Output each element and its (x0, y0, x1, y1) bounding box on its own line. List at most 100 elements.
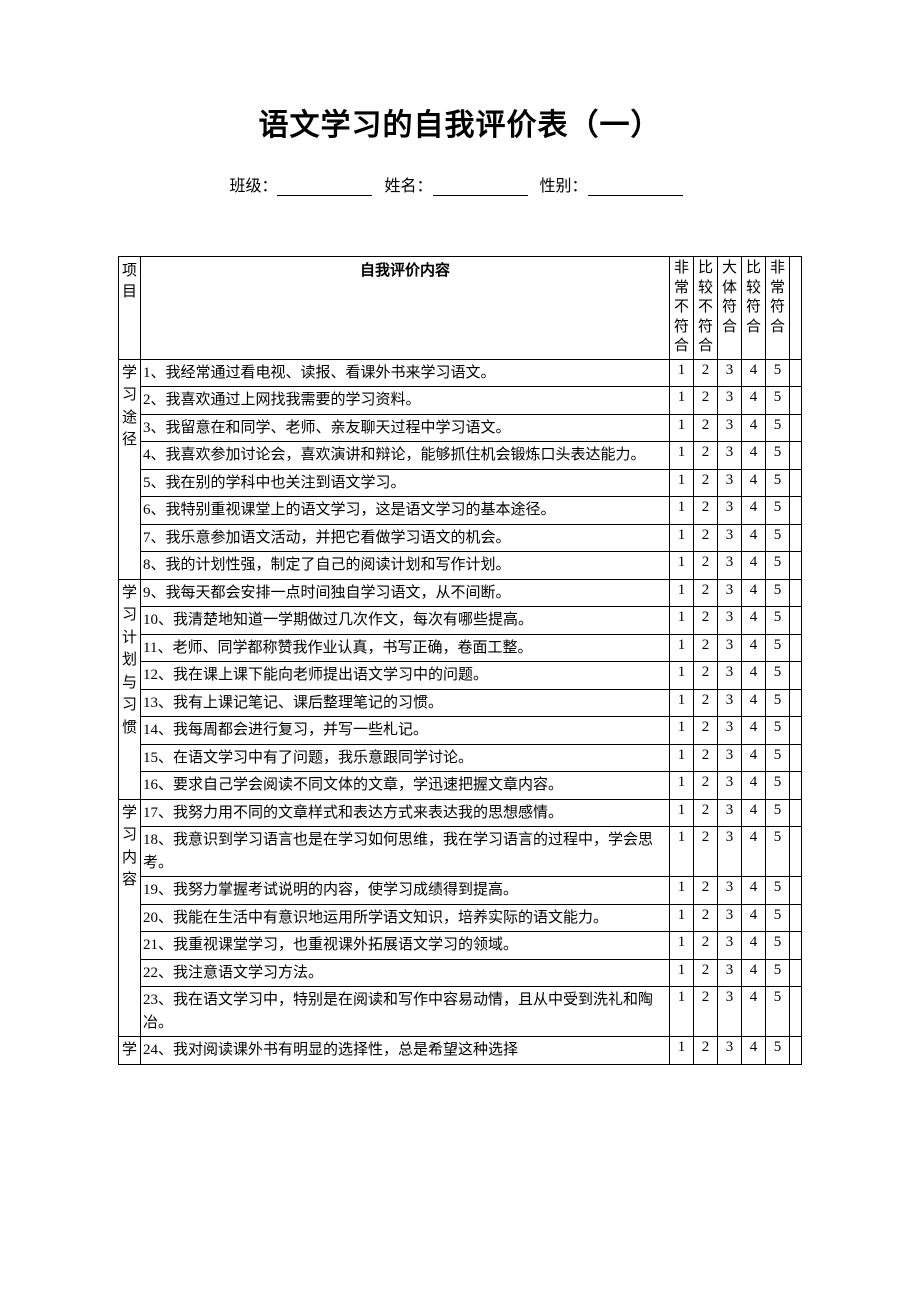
score-cell-2[interactable]: 2 (694, 524, 718, 552)
score-cell-2[interactable]: 2 (694, 689, 718, 717)
score-cell-2[interactable]: 2 (694, 359, 718, 387)
score-cell-3[interactable]: 3 (718, 524, 742, 552)
score-cell-1[interactable]: 1 (670, 579, 694, 607)
score-cell-4[interactable]: 4 (742, 932, 766, 960)
score-cell-3[interactable]: 3 (718, 744, 742, 772)
score-cell-4[interactable]: 4 (742, 987, 766, 1037)
score-cell-2[interactable]: 2 (694, 717, 718, 745)
score-cell-1[interactable]: 1 (670, 959, 694, 987)
score-cell-4[interactable]: 4 (742, 579, 766, 607)
score-cell-4[interactable]: 4 (742, 1037, 766, 1065)
score-cell-5[interactable]: 5 (766, 689, 790, 717)
score-cell-5[interactable]: 5 (766, 387, 790, 415)
score-cell-4[interactable]: 4 (742, 387, 766, 415)
gender-blank[interactable] (588, 180, 683, 196)
score-cell-4[interactable]: 4 (742, 469, 766, 497)
score-cell-5[interactable]: 5 (766, 877, 790, 905)
score-cell-3[interactable]: 3 (718, 497, 742, 525)
score-cell-5[interactable]: 5 (766, 959, 790, 987)
score-cell-1[interactable]: 1 (670, 634, 694, 662)
score-cell-1[interactable]: 1 (670, 717, 694, 745)
score-cell-2[interactable]: 2 (694, 552, 718, 580)
score-cell-4[interactable]: 4 (742, 524, 766, 552)
score-cell-1[interactable]: 1 (670, 387, 694, 415)
score-cell-3[interactable]: 3 (718, 662, 742, 690)
score-cell-1[interactable]: 1 (670, 442, 694, 470)
score-cell-3[interactable]: 3 (718, 959, 742, 987)
score-cell-5[interactable]: 5 (766, 497, 790, 525)
score-cell-1[interactable]: 1 (670, 469, 694, 497)
score-cell-3[interactable]: 3 (718, 717, 742, 745)
score-cell-4[interactable]: 4 (742, 799, 766, 827)
score-cell-3[interactable]: 3 (718, 987, 742, 1037)
score-cell-3[interactable]: 3 (718, 469, 742, 497)
score-cell-4[interactable]: 4 (742, 414, 766, 442)
score-cell-4[interactable]: 4 (742, 552, 766, 580)
score-cell-1[interactable]: 1 (670, 359, 694, 387)
score-cell-3[interactable]: 3 (718, 442, 742, 470)
score-cell-2[interactable]: 2 (694, 772, 718, 800)
score-cell-2[interactable]: 2 (694, 469, 718, 497)
score-cell-1[interactable]: 1 (670, 689, 694, 717)
score-cell-4[interactable]: 4 (742, 772, 766, 800)
score-cell-4[interactable]: 4 (742, 744, 766, 772)
score-cell-5[interactable]: 5 (766, 717, 790, 745)
score-cell-3[interactable]: 3 (718, 414, 742, 442)
score-cell-1[interactable]: 1 (670, 744, 694, 772)
score-cell-5[interactable]: 5 (766, 662, 790, 690)
score-cell-2[interactable]: 2 (694, 387, 718, 415)
score-cell-4[interactable]: 4 (742, 634, 766, 662)
score-cell-5[interactable]: 5 (766, 634, 790, 662)
score-cell-2[interactable]: 2 (694, 904, 718, 932)
score-cell-1[interactable]: 1 (670, 607, 694, 635)
score-cell-5[interactable]: 5 (766, 469, 790, 497)
score-cell-1[interactable]: 1 (670, 799, 694, 827)
score-cell-5[interactable]: 5 (766, 359, 790, 387)
score-cell-3[interactable]: 3 (718, 877, 742, 905)
score-cell-5[interactable]: 5 (766, 904, 790, 932)
score-cell-5[interactable]: 5 (766, 987, 790, 1037)
score-cell-2[interactable]: 2 (694, 877, 718, 905)
score-cell-3[interactable]: 3 (718, 387, 742, 415)
score-cell-2[interactable]: 2 (694, 497, 718, 525)
score-cell-3[interactable]: 3 (718, 607, 742, 635)
score-cell-1[interactable]: 1 (670, 772, 694, 800)
score-cell-2[interactable]: 2 (694, 442, 718, 470)
score-cell-1[interactable]: 1 (670, 827, 694, 877)
score-cell-3[interactable]: 3 (718, 932, 742, 960)
score-cell-4[interactable]: 4 (742, 827, 766, 877)
score-cell-4[interactable]: 4 (742, 959, 766, 987)
score-cell-1[interactable]: 1 (670, 987, 694, 1037)
score-cell-2[interactable]: 2 (694, 662, 718, 690)
score-cell-2[interactable]: 2 (694, 634, 718, 662)
score-cell-1[interactable]: 1 (670, 414, 694, 442)
score-cell-4[interactable]: 4 (742, 904, 766, 932)
score-cell-3[interactable]: 3 (718, 579, 742, 607)
score-cell-4[interactable]: 4 (742, 662, 766, 690)
score-cell-5[interactable]: 5 (766, 414, 790, 442)
score-cell-5[interactable]: 5 (766, 932, 790, 960)
score-cell-1[interactable]: 1 (670, 904, 694, 932)
score-cell-2[interactable]: 2 (694, 1037, 718, 1065)
score-cell-3[interactable]: 3 (718, 689, 742, 717)
score-cell-3[interactable]: 3 (718, 634, 742, 662)
score-cell-4[interactable]: 4 (742, 497, 766, 525)
score-cell-5[interactable]: 5 (766, 524, 790, 552)
class-blank[interactable] (277, 180, 372, 196)
score-cell-2[interactable]: 2 (694, 959, 718, 987)
score-cell-5[interactable]: 5 (766, 552, 790, 580)
score-cell-5[interactable]: 5 (766, 1037, 790, 1065)
score-cell-2[interactable]: 2 (694, 607, 718, 635)
name-blank[interactable] (433, 180, 528, 196)
score-cell-3[interactable]: 3 (718, 1037, 742, 1065)
score-cell-2[interactable]: 2 (694, 579, 718, 607)
score-cell-2[interactable]: 2 (694, 827, 718, 877)
score-cell-3[interactable]: 3 (718, 359, 742, 387)
score-cell-2[interactable]: 2 (694, 799, 718, 827)
score-cell-5[interactable]: 5 (766, 744, 790, 772)
score-cell-2[interactable]: 2 (694, 987, 718, 1037)
score-cell-3[interactable]: 3 (718, 772, 742, 800)
score-cell-2[interactable]: 2 (694, 932, 718, 960)
score-cell-3[interactable]: 3 (718, 799, 742, 827)
score-cell-5[interactable]: 5 (766, 799, 790, 827)
